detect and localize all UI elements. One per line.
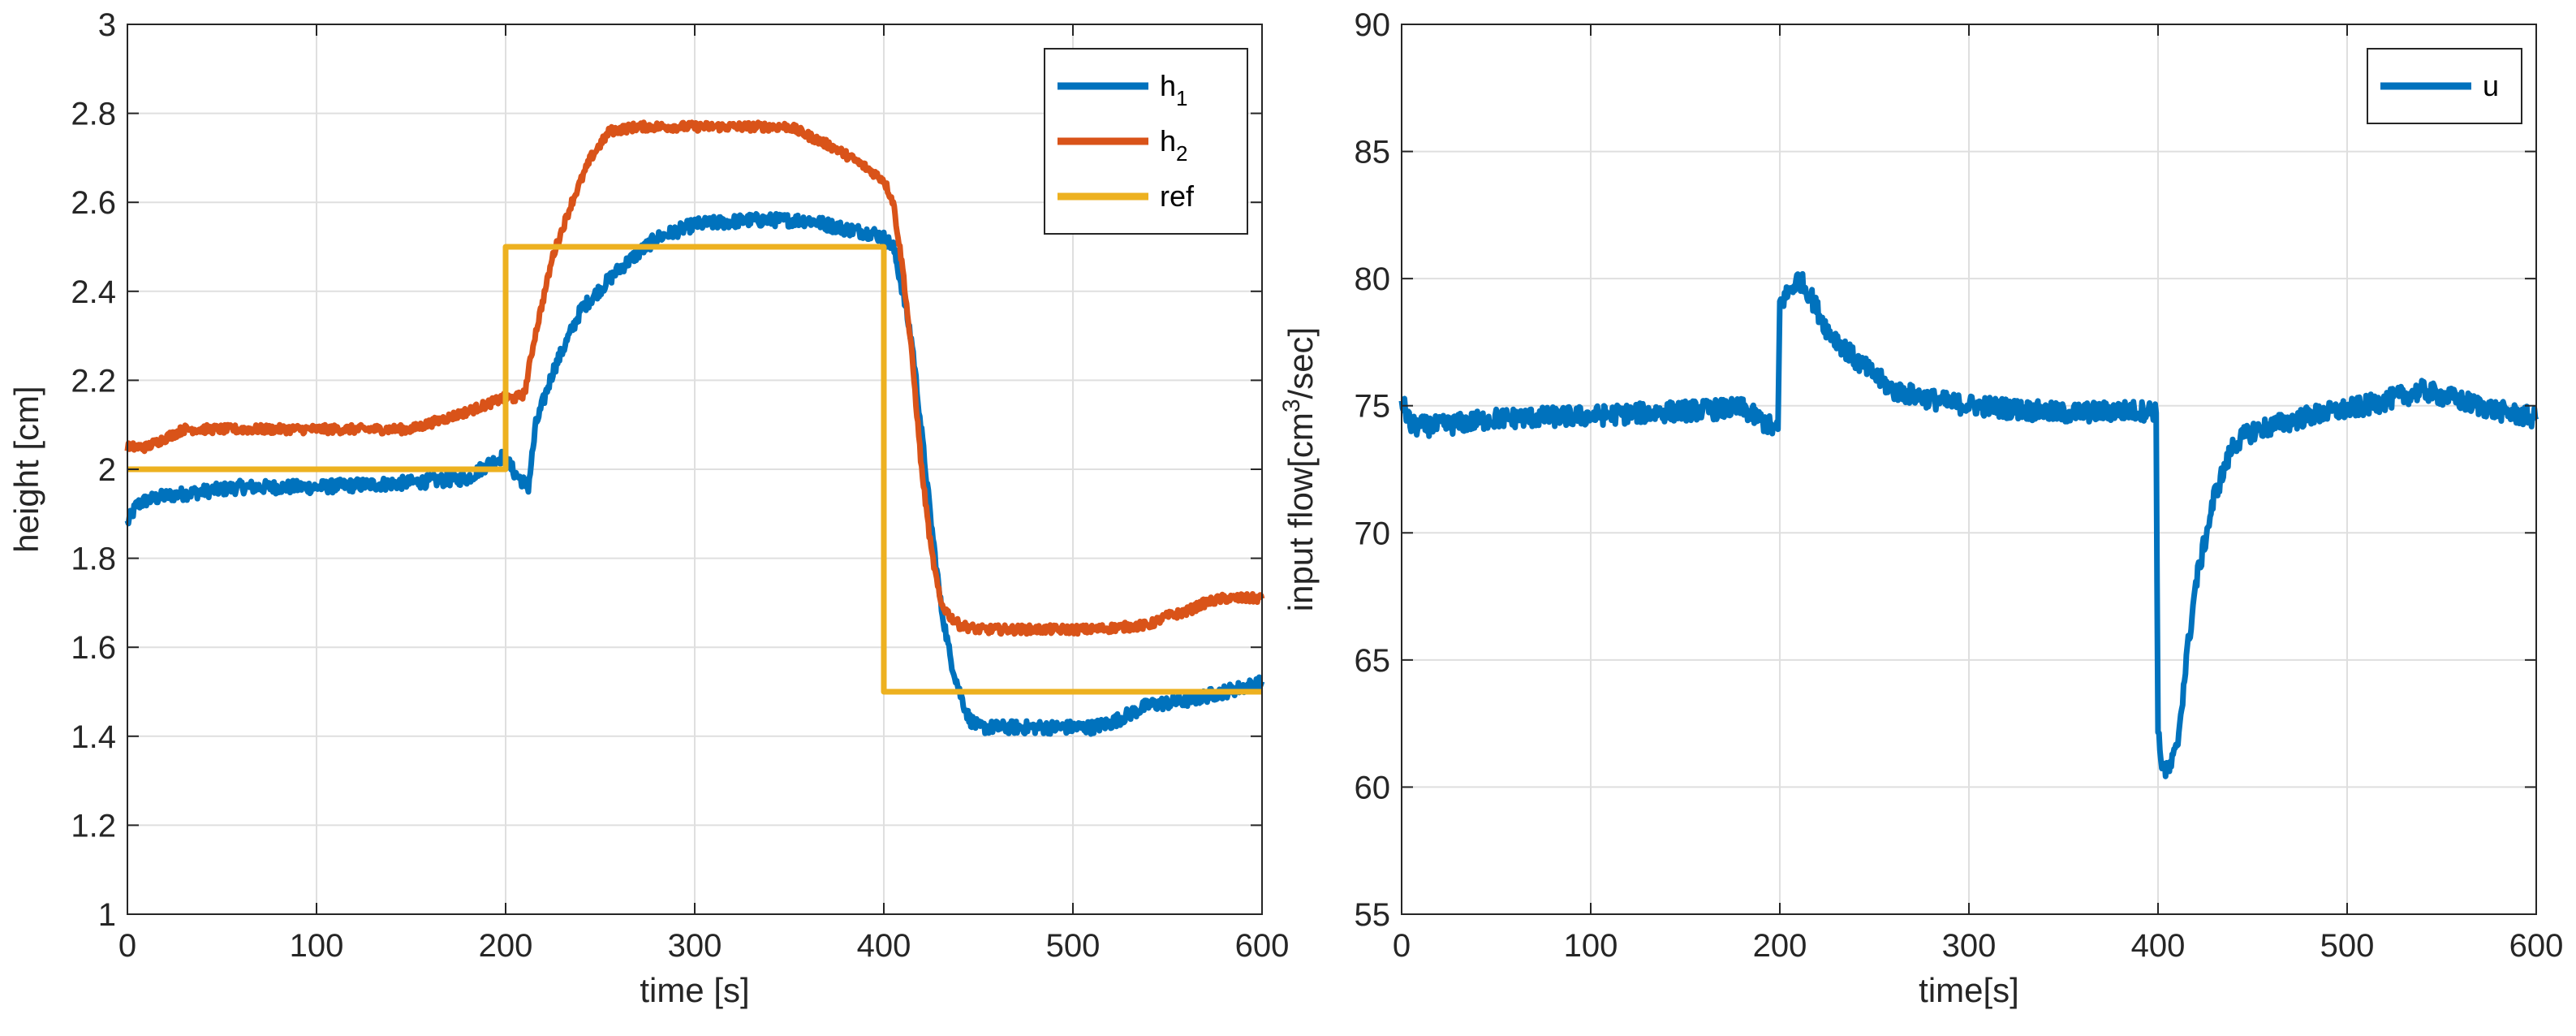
y-tick-label: 75 xyxy=(1355,389,1391,425)
x-tick-label: 600 xyxy=(2509,928,2564,964)
legend-entry: u xyxy=(2483,69,2499,102)
chart-2: 0 100 200 300 400 500 600 55 60 65 70 75 80 85 90 time[… xyxy=(1278,7,2563,1009)
x-tick-label: 200 xyxy=(479,928,533,964)
legend: h1 h2 ref xyxy=(1044,48,1248,235)
legend: u xyxy=(2367,48,2522,124)
series-line-ref xyxy=(127,244,1262,695)
x-tick-label: 500 xyxy=(2320,928,2375,964)
chart-1: 0 100 200 300 400 500 600 1 1.2 1.4 1.6 1.8 2 2.2 2.4 2… xyxy=(7,7,1289,1009)
y-tick-label: 1.6 xyxy=(71,630,116,666)
x-axis-label: time[s] xyxy=(1919,971,2019,1009)
y-tick-label: 1.2 xyxy=(71,808,116,844)
y-tick-label: 55 xyxy=(1355,897,1391,933)
y-tick-label: 80 xyxy=(1355,261,1391,297)
y-tick-label: 2.8 xyxy=(71,97,116,132)
y-tick-label: 2 xyxy=(98,452,116,488)
x-axis-label: time [s] xyxy=(640,971,749,1009)
x-tick-label: 0 xyxy=(1393,928,1411,964)
y-tick-label: 85 xyxy=(1355,135,1391,171)
y-tick-label: 1.8 xyxy=(71,542,116,577)
y-tick-label: 1 xyxy=(98,897,116,933)
y-tick-label: 2.4 xyxy=(71,274,116,310)
y-tick-label: 90 xyxy=(1355,7,1391,43)
x-tick-label: 100 xyxy=(290,928,344,964)
x-tick-label: 300 xyxy=(1942,928,1997,964)
y-axis-label: height [cm] xyxy=(7,386,45,552)
legend-entry: ref xyxy=(1160,179,1195,213)
legend-entry: h2 xyxy=(1160,124,1188,166)
series-line-u xyxy=(1398,270,2539,779)
series-line-h2 xyxy=(124,119,1265,637)
y-axis-label: input flow[cm3/sec] xyxy=(1278,327,1320,611)
x-tick-label: 600 xyxy=(1235,928,1290,964)
y-tick-label: 2.6 xyxy=(71,185,116,221)
y-tick-label: 70 xyxy=(1355,516,1391,551)
x-tick-label: 300 xyxy=(668,928,722,964)
y-tick-label: 65 xyxy=(1355,643,1391,679)
x-tick-label: 500 xyxy=(1046,928,1101,964)
x-tick-label: 400 xyxy=(857,928,911,964)
y-tick-label: 3 xyxy=(98,7,116,43)
x-tick-label: 0 xyxy=(118,928,136,964)
x-tick-label: 200 xyxy=(1753,928,1807,964)
series-line-h1 xyxy=(124,210,1265,737)
y-tick-label: 60 xyxy=(1355,770,1391,805)
x-tick-label: 100 xyxy=(1564,928,1618,964)
y-tick-label: 2.2 xyxy=(71,363,116,399)
x-tick-label: 400 xyxy=(2131,928,2186,964)
y-tick-label: 1.4 xyxy=(71,719,116,755)
legend-entry: h1 xyxy=(1160,69,1188,110)
